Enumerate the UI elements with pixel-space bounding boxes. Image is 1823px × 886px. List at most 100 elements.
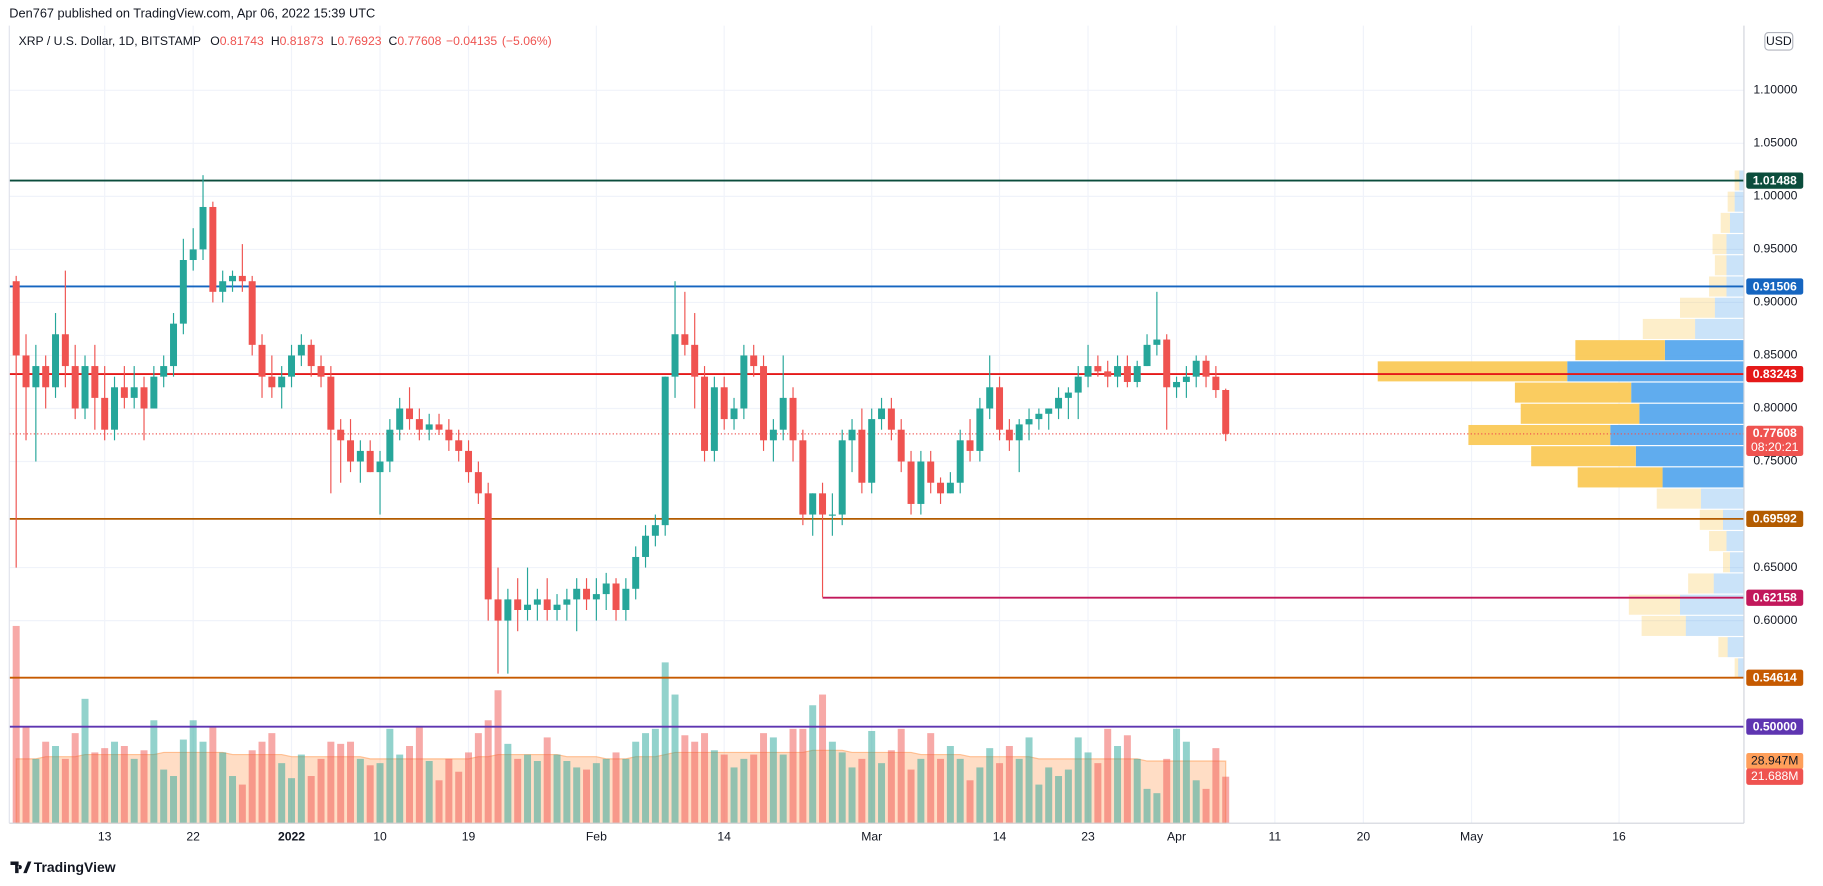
candle-body	[1182, 376, 1190, 382]
volume-bar	[179, 739, 187, 824]
candle-body	[150, 376, 158, 409]
y-tick-label: 1.05000	[1753, 136, 1797, 150]
profile-down	[1685, 615, 1744, 636]
volume-bar	[1133, 758, 1141, 824]
candle-body	[720, 387, 728, 420]
volume-bar	[435, 780, 443, 824]
profile-up	[1642, 318, 1696, 339]
volume-bar	[376, 763, 384, 824]
volume-bar	[533, 761, 541, 824]
candle-body	[779, 397, 787, 430]
candle-body	[1114, 366, 1122, 377]
candle-body	[819, 493, 827, 515]
candle-body	[307, 344, 315, 367]
candle-body	[553, 604, 561, 611]
candle-body	[1192, 360, 1200, 377]
candle-body	[1074, 376, 1082, 393]
candle-body	[986, 387, 994, 409]
level-label: 0.62158	[1753, 591, 1797, 605]
volume-bar	[632, 741, 640, 824]
candle-body	[297, 344, 305, 356]
candle-body	[130, 387, 138, 398]
candle-body	[32, 366, 40, 388]
ohlc-key: O	[210, 34, 219, 48]
volume-bar	[130, 758, 138, 824]
profile-down	[1567, 361, 1744, 382]
volume-bar	[347, 741, 355, 824]
candle-body	[12, 281, 20, 356]
volume-ma-label: 28.947M	[1751, 753, 1798, 767]
profile-down	[1662, 467, 1744, 488]
candle-body	[750, 355, 758, 367]
volume-last-label: 21.688M	[1751, 769, 1798, 783]
level-label: 0.54614	[1753, 671, 1797, 685]
candle-body	[681, 334, 689, 345]
profile-down	[1726, 531, 1744, 552]
candle-body	[661, 376, 669, 526]
volume-bar	[779, 754, 787, 824]
candle-body	[691, 344, 699, 377]
ohlc-key: H	[271, 34, 280, 48]
candle-body	[917, 461, 925, 504]
countdown: 08:20:21	[1751, 440, 1799, 454]
volume-bar	[661, 662, 669, 824]
profile-down	[1729, 212, 1744, 233]
x-tick-label: 20	[1357, 829, 1371, 843]
volume-bar	[1114, 745, 1122, 824]
volume-bar	[602, 758, 610, 824]
profile-up	[1723, 552, 1730, 573]
volume-bar	[553, 754, 561, 824]
volume-bar	[740, 758, 748, 824]
volume-bar	[799, 728, 807, 824]
profile-up	[1577, 467, 1663, 488]
profile-down	[1726, 234, 1744, 255]
profile-down	[1714, 297, 1744, 318]
candle-body	[1123, 366, 1131, 382]
profile-down	[1664, 340, 1744, 361]
candle-body	[760, 366, 768, 441]
volume-bar	[140, 750, 148, 824]
candle-body	[317, 366, 325, 377]
symbol: XRP / U.S. Dollar, 1D, BITSTAMP	[19, 34, 201, 48]
volume-bar	[592, 763, 600, 824]
y-tick-label: 0.95000	[1753, 242, 1797, 256]
candle-body	[701, 376, 709, 451]
candle-body	[1035, 413, 1043, 420]
volume-bar	[1173, 728, 1181, 824]
volume-bar	[229, 776, 237, 824]
volume-bar	[12, 625, 20, 824]
profile-up	[1468, 424, 1611, 446]
level-label-box	[1746, 589, 1804, 606]
candle-body	[533, 599, 541, 605]
volume-profile	[1377, 170, 1744, 679]
volume-bar	[484, 720, 492, 824]
candle-body	[1015, 424, 1023, 441]
profile-down	[1727, 637, 1744, 658]
profile-down	[1700, 488, 1744, 509]
volume-bar	[907, 769, 915, 824]
volume-bar	[671, 694, 679, 824]
candle-body	[219, 281, 227, 292]
y-tick-label: 0.65000	[1753, 560, 1797, 574]
volume-bar	[996, 763, 1004, 824]
candle-body	[484, 493, 492, 600]
volume-bar	[1094, 763, 1102, 824]
volume-bar	[425, 761, 433, 824]
volume-bar	[504, 743, 512, 824]
volume-bar	[887, 750, 895, 824]
last-price-box	[1746, 425, 1804, 456]
volume-bar	[858, 758, 866, 824]
candle-body	[396, 408, 404, 430]
profile-down	[1734, 191, 1744, 212]
volume-last-box	[1746, 768, 1804, 785]
volume-bar	[71, 733, 79, 824]
candle-body	[996, 387, 1004, 430]
profile-down	[1713, 573, 1744, 594]
candle-body	[248, 281, 256, 345]
currency-box	[1764, 32, 1794, 51]
volume-bar	[1212, 748, 1220, 824]
volume-bar	[583, 769, 591, 824]
volume-bar	[189, 720, 197, 824]
volume-bar	[681, 735, 689, 824]
